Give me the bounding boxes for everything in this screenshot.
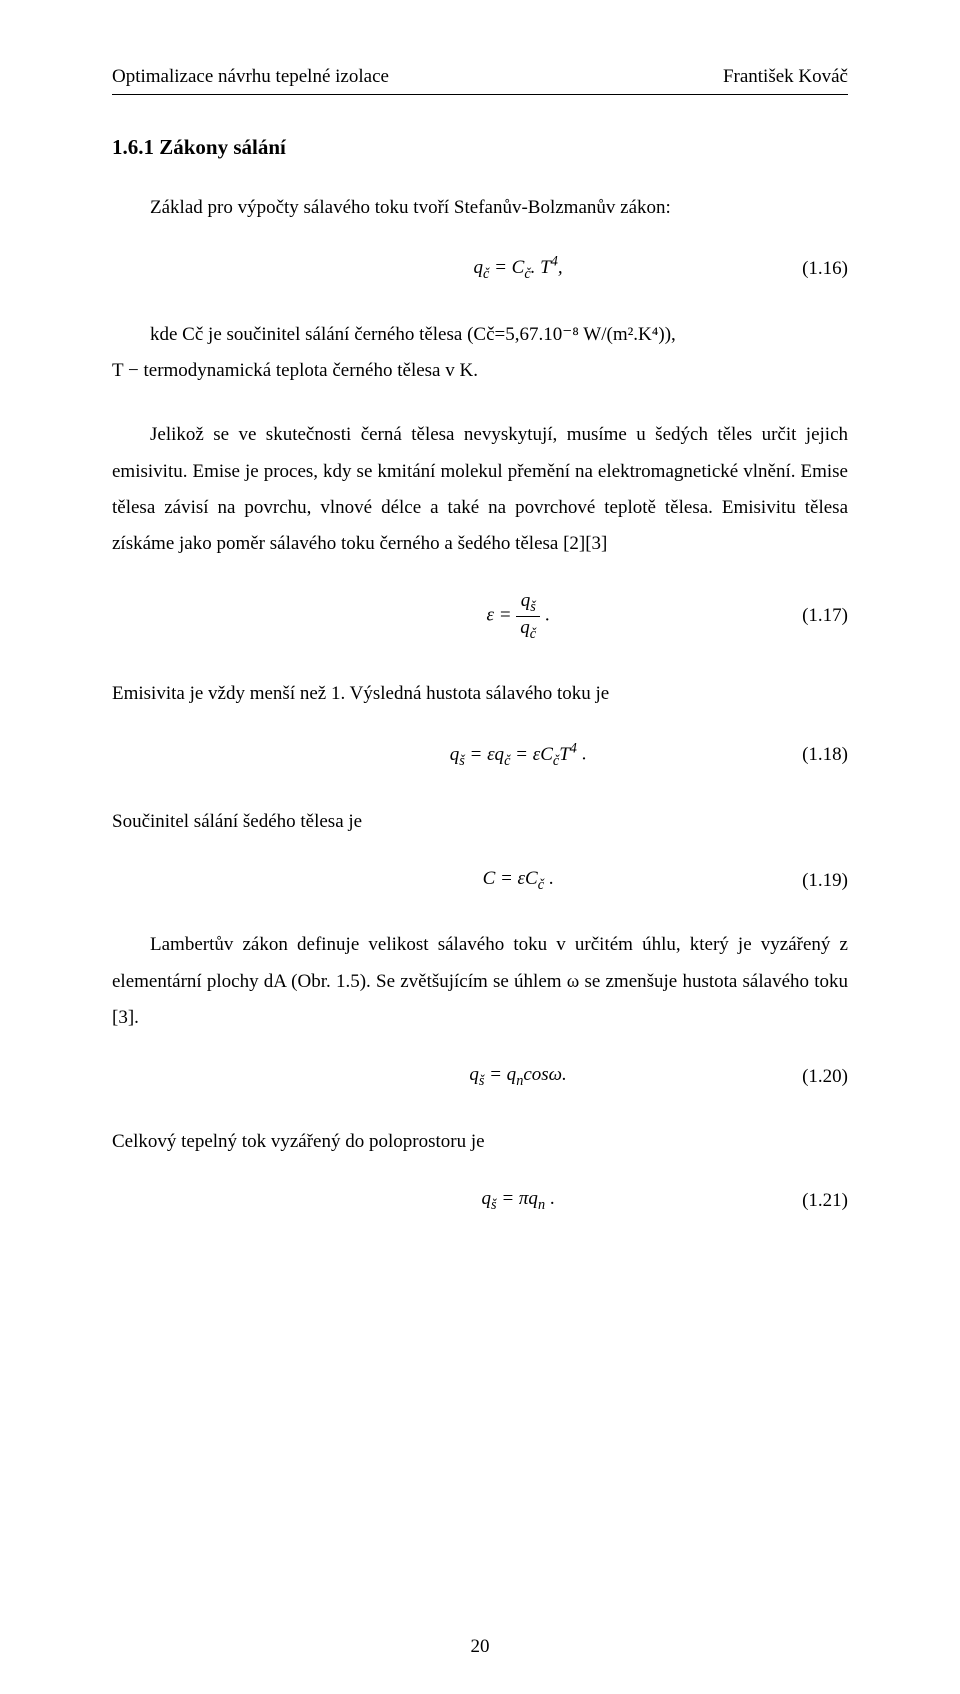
eq-sub: n [538, 1196, 545, 1212]
emissivity-paragraph: Jelikož se ve skutečnosti černá tělesa n… [112, 417, 848, 561]
eq-body: qč = Cč. T4, [340, 254, 695, 283]
frac-den-sub: č [530, 625, 536, 641]
eq-number: (1.18) [696, 744, 848, 766]
equation-1-21: qš = πqn . (1.21) [112, 1188, 848, 1214]
eq-char: . [550, 1188, 555, 1209]
running-head: Optimalizace návrhu tepelné izolace Fran… [112, 66, 848, 88]
total-flux-paragraph: Celkový tepelný tok vyzářený do polopros… [112, 1124, 848, 1160]
eq-char: . [545, 604, 550, 625]
emissivity-lt1-paragraph: Emisivita je vždy menší než 1. Výsledná … [112, 676, 848, 712]
eq-body: qš = εqč = εCčT4 . [340, 740, 695, 769]
frac-den-q: q [520, 617, 530, 638]
eq-char: q [482, 1188, 492, 1209]
running-head-right: František Kováč [723, 66, 848, 88]
eq-sup: 4 [551, 254, 558, 270]
eq-char: q [474, 257, 484, 278]
lambert-paragraph: Lambertův zákon definuje velikost sálavé… [112, 927, 848, 1035]
running-head-left: Optimalizace návrhu tepelné izolace [112, 66, 389, 88]
eq-char: = εC [510, 744, 552, 765]
eq-sub: č [538, 876, 544, 892]
equation-1-19: C = εCč . (1.19) [112, 868, 848, 894]
eq-char: , [558, 257, 563, 278]
intro-paragraph: Základ pro výpočty sálavého toku tvoří S… [112, 190, 848, 226]
equation-1-16: qč = Cč. T4, (1.16) [112, 254, 848, 283]
eq-char: = πq [497, 1188, 538, 1209]
eq-number: (1.19) [696, 870, 848, 892]
fraction: qš qč [516, 590, 540, 643]
page: Optimalizace návrhu tepelné izolace Fran… [0, 0, 960, 1694]
eq-body: ε = qš qč . [340, 590, 695, 643]
eq-char: cosω. [523, 1064, 567, 1085]
eq-number: (1.20) [696, 1066, 848, 1088]
eq-number: (1.21) [696, 1190, 848, 1212]
eq-char: . T [531, 257, 551, 278]
equation-1-18: qš = εqč = εCčT4 . (1.18) [112, 740, 848, 769]
eq-sup: 4 [570, 740, 577, 756]
eq-char: C = εC [483, 868, 538, 889]
eq-char: = εq [465, 744, 504, 765]
eq-number: (1.16) [696, 258, 848, 280]
frac-num-q: q [521, 590, 531, 611]
coeff-paragraph: Součinitel sálání šedého tělesa je [112, 804, 848, 840]
definition-line-1: kde Cč je součinitel sálání černého těle… [112, 317, 848, 353]
equation-1-20: qš = qncosω. (1.20) [112, 1064, 848, 1090]
equation-1-17: ε = qš qč . (1.17) [112, 590, 848, 643]
section-heading: 1.6.1 Zákony sálání [112, 135, 848, 160]
eq-char: . [549, 868, 554, 889]
eq-char: q [469, 1064, 479, 1085]
header-rule [112, 94, 848, 95]
eq-char: = C [489, 257, 524, 278]
eq-number: (1.17) [696, 605, 848, 627]
page-number: 20 [0, 1636, 960, 1658]
eq-body: qš = πqn . [340, 1188, 695, 1214]
eq-char: ε = [486, 604, 516, 625]
eq-char: q [450, 744, 460, 765]
eq-char: = q [484, 1064, 516, 1085]
frac-num-sub: š [530, 599, 536, 615]
eq-char: . [582, 744, 587, 765]
eq-body: qš = qncosω. [340, 1064, 695, 1090]
eq-body: C = εCč . [340, 868, 695, 894]
definition-line-2: T − termodynamická teplota černého těles… [112, 353, 848, 389]
eq-char: T [559, 744, 570, 765]
